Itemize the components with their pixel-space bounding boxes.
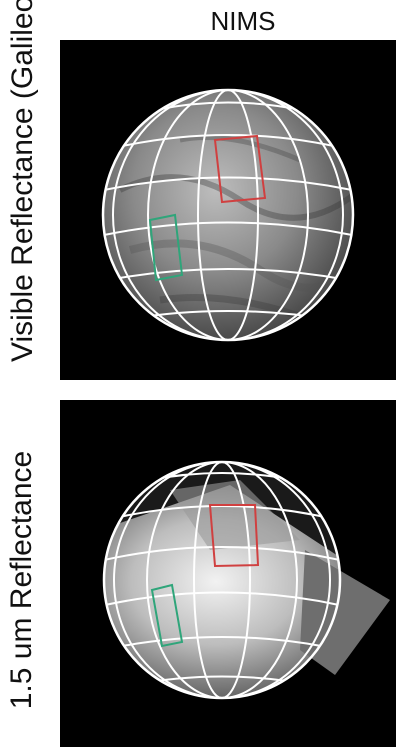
green-region-box: [150, 583, 184, 648]
globe-limb: [101, 88, 355, 342]
red-region-box: [208, 504, 260, 568]
green-region-box: [148, 213, 184, 282]
visible-reflectance-panel: [60, 40, 396, 380]
row-label-1p5um: 1.5 um Reflectance: [5, 450, 38, 710]
column-title: NIMS: [210, 6, 276, 36]
row-label-visible: Visible Reflectance (Galileo): [6, 0, 39, 362]
visible-globe: [101, 88, 355, 342]
globe-limb: [102, 460, 342, 700]
red-region-box: [213, 134, 267, 204]
ir-globe: [102, 460, 390, 700]
ir-reflectance-panel: [60, 400, 396, 747]
